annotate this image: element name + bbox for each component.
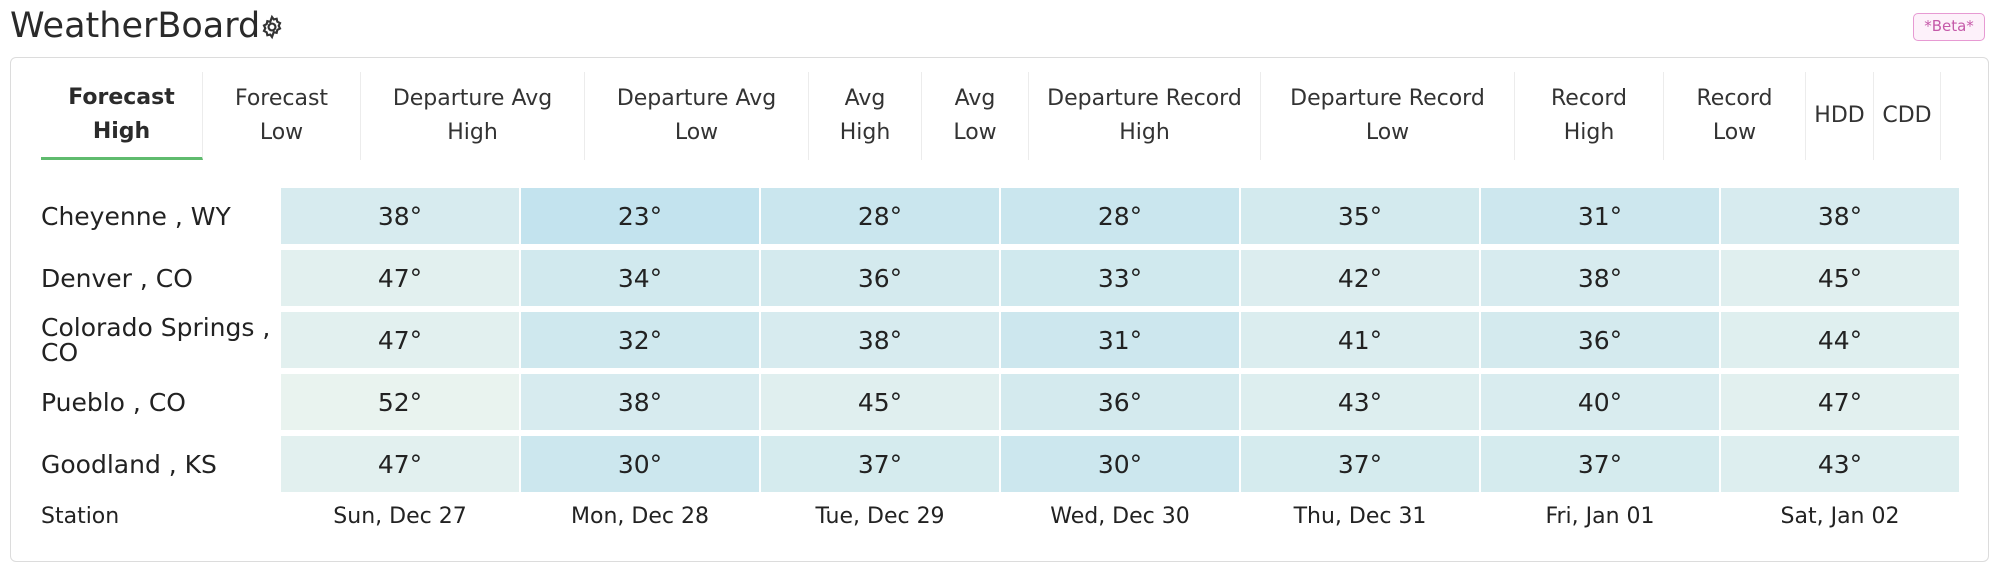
table-row: Denver , CO 47° 34° 36° 33° 42° 38° 45° [11, 250, 1990, 306]
tab-cdd[interactable]: CDD [1874, 72, 1941, 160]
temperature-cell: 31° [1001, 312, 1239, 368]
temperature-cell: 42° [1241, 250, 1479, 306]
table-row: Goodland , KS 47° 30° 37° 30° 37° 37° 43° [11, 436, 1990, 492]
table-row: Colorado Springs , CO 47° 32° 38° 31° 41° 36° 4… [11, 312, 1990, 368]
temperature-cell: 28° [1001, 188, 1239, 244]
table-row: Pueblo , CO 52° 38° 45° 36° 43° 40° 47° [11, 374, 1990, 430]
temperature-cell: 37° [761, 436, 999, 492]
station-name: Cheyenne , WY [41, 201, 231, 231]
date-column-header: Thu, Dec 31 [1293, 503, 1427, 529]
temperature-cell: 45° [761, 374, 999, 430]
temperature-cell: 33° [1001, 250, 1239, 306]
temperature-cell: 45° [1721, 250, 1959, 306]
tab-departure-avg-high[interactable]: Departure Avg High [361, 72, 585, 160]
date-column-header: Sat, Jan 02 [1780, 503, 1900, 529]
gear-icon[interactable] [259, 14, 285, 40]
temperature-cell: 23° [521, 188, 759, 244]
weather-card: Forecast High Forecast Low Departure Avg H… [10, 57, 1989, 562]
temperature-cell: 38° [1481, 250, 1719, 306]
app-title: WeatherBoard [10, 6, 261, 46]
temperature-cell: 34° [521, 250, 759, 306]
station-name: Colorado Springs , CO [41, 313, 271, 367]
date-column-header: Tue, Dec 29 [815, 503, 945, 529]
date-column-header: Mon, Dec 28 [571, 503, 709, 529]
temperature-cell: 47° [281, 312, 519, 368]
tab-departure-avg-low[interactable]: Departure Avg Low [585, 72, 809, 160]
tab-avg-low[interactable]: Avg Low [922, 72, 1029, 160]
tab-forecast-high[interactable]: Forecast High [41, 72, 203, 160]
app-header: WeatherBoard *Beta* [10, 0, 1985, 54]
tab-record-low[interactable]: Record Low [1664, 72, 1806, 160]
station-name: Denver , CO [41, 263, 193, 293]
metric-tabs: Forecast High Forecast Low Departure Avg H… [41, 72, 1969, 160]
beta-badge: *Beta* [1913, 13, 1985, 41]
temperature-cell: 37° [1481, 436, 1719, 492]
tab-departure-record-low[interactable]: Departure Record Low [1261, 72, 1515, 160]
temperature-cell: 44° [1721, 312, 1959, 368]
temperature-cell: 38° [761, 312, 999, 368]
date-column-header: Sun, Dec 27 [333, 503, 467, 529]
date-footer-row: Station Sun, Dec 27 Mon, Dec 28 Tue, Dec 29… [11, 496, 1990, 536]
tab-record-high[interactable]: Record High [1515, 72, 1664, 160]
temperature-cell: 32° [521, 312, 759, 368]
temperature-cell: 43° [1721, 436, 1959, 492]
table-row: Cheyenne , WY 38° 23° 28° 28° 35° 31° 38° [11, 188, 1990, 244]
temperature-cell: 36° [761, 250, 999, 306]
temperature-cell: 40° [1481, 374, 1719, 430]
station-name: Pueblo , CO [41, 387, 186, 417]
temperature-cell: 38° [281, 188, 519, 244]
temperature-cell: 30° [521, 436, 759, 492]
tab-avg-high[interactable]: Avg High [809, 72, 922, 160]
temperature-cell: 47° [1721, 374, 1959, 430]
station-name: Goodland , KS [41, 449, 217, 479]
tab-forecast-low[interactable]: Forecast Low [203, 72, 361, 160]
temperature-cell: 28° [761, 188, 999, 244]
station-column-header: Station [41, 503, 120, 529]
temperature-cell: 37° [1241, 436, 1479, 492]
date-column-header: Fri, Jan 01 [1545, 503, 1655, 529]
temperature-cell: 30° [1001, 436, 1239, 492]
tab-departure-record-high[interactable]: Departure Record High [1029, 72, 1261, 160]
temperature-cell: 36° [1001, 374, 1239, 430]
temperature-cell: 35° [1241, 188, 1479, 244]
date-column-header: Wed, Dec 30 [1050, 503, 1190, 529]
temperature-cell: 47° [281, 436, 519, 492]
temperature-cell: 52° [281, 374, 519, 430]
tab-hdd[interactable]: HDD [1806, 72, 1874, 160]
temperature-cell: 36° [1481, 312, 1719, 368]
temperature-cell: 41° [1241, 312, 1479, 368]
temperature-cell: 38° [521, 374, 759, 430]
temperature-cell: 38° [1721, 188, 1959, 244]
temperature-cell: 43° [1241, 374, 1479, 430]
temperature-cell: 47° [281, 250, 519, 306]
temperature-cell: 31° [1481, 188, 1719, 244]
